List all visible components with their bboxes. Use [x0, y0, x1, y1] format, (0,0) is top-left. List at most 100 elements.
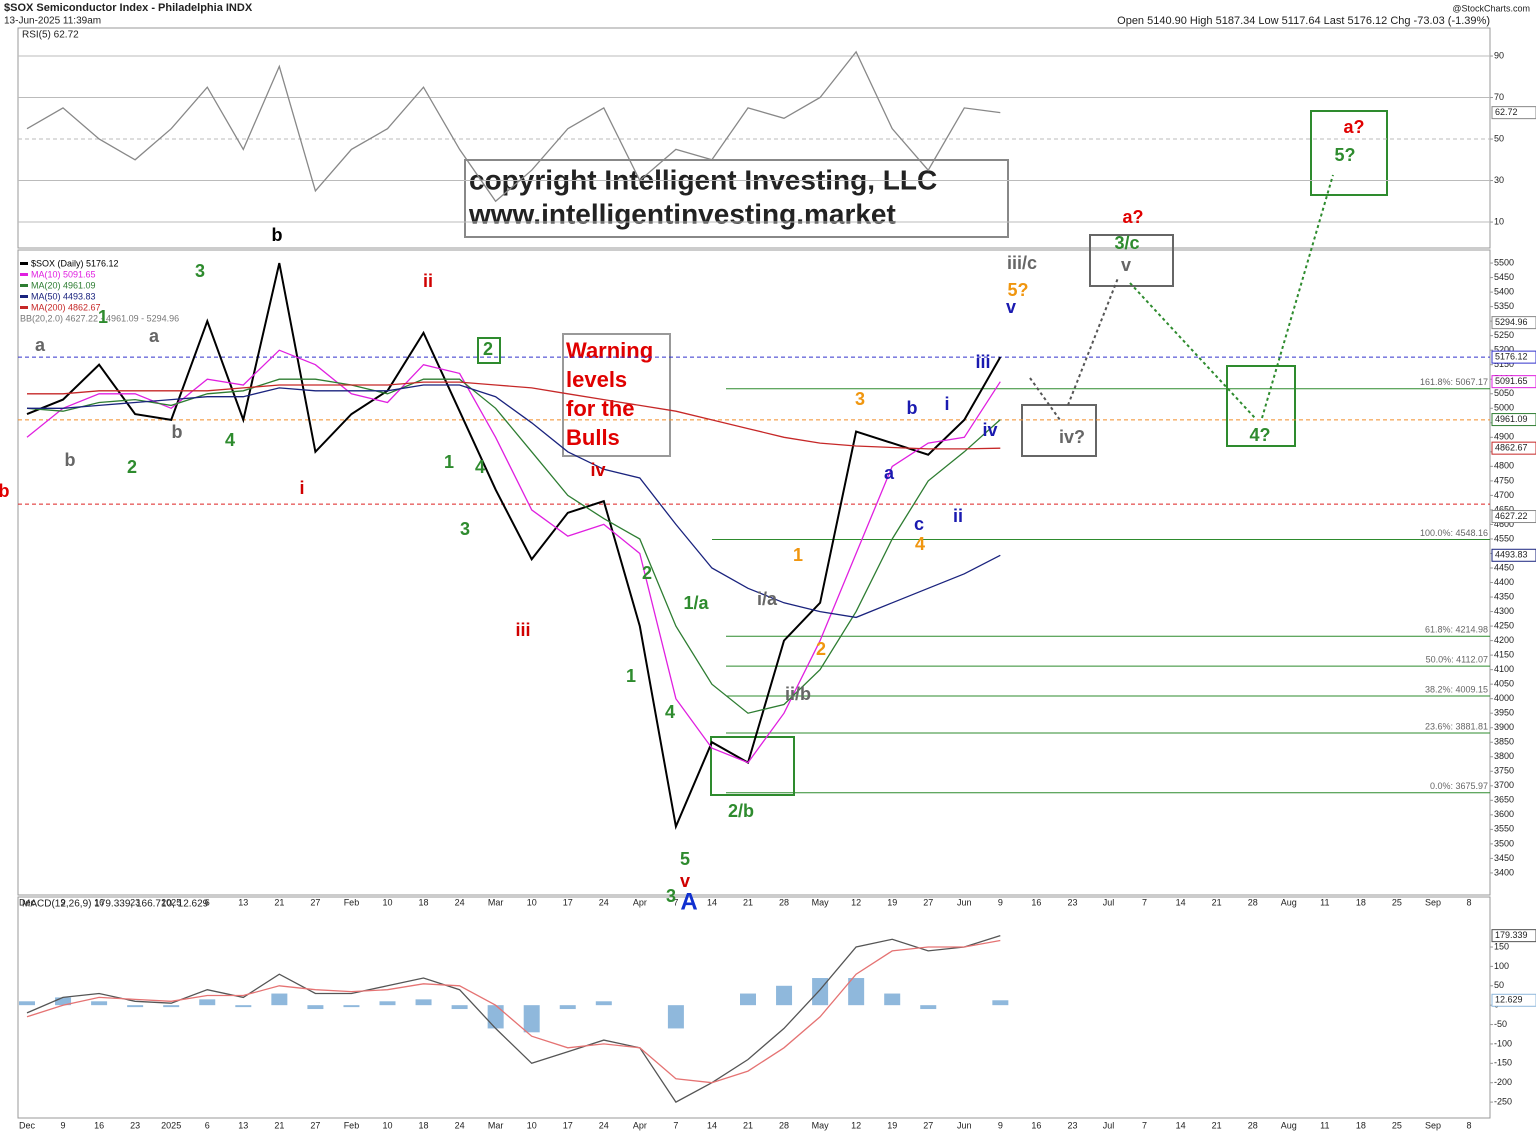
- y-tick-label: -250: [1494, 1096, 1512, 1106]
- histogram-bar: [776, 985, 793, 1006]
- wave-label: ii: [423, 271, 433, 291]
- wave-label: b: [172, 422, 183, 442]
- y-tick-label: 3400: [1494, 867, 1514, 877]
- x-tick-label: Jun: [957, 1120, 972, 1130]
- histogram-bar: [523, 1005, 540, 1033]
- legend-swatch: [20, 284, 28, 287]
- x-tick-label: 27: [310, 897, 320, 907]
- wave-label: i: [944, 394, 949, 414]
- wave-label: iv: [590, 460, 605, 480]
- price-tag-label: 4862.67: [1495, 443, 1528, 453]
- y-tick-label: -100: [1494, 1038, 1512, 1048]
- x-tick-label: 11: [1320, 897, 1329, 907]
- x-tick-label: 21: [743, 1120, 753, 1130]
- series-line: [26, 939, 1001, 1084]
- y-tick-label: 3500: [1494, 838, 1514, 848]
- x-tick-label: Jul: [1103, 1120, 1115, 1130]
- x-tick-label: May: [812, 1120, 830, 1130]
- y-tick-label: 4700: [1494, 490, 1514, 500]
- wave-label: 4?: [1249, 425, 1270, 445]
- price-tag-label: 12.629: [1495, 995, 1523, 1005]
- x-tick-label: 7: [1142, 897, 1147, 907]
- y-tick-label: 4150: [1494, 649, 1514, 659]
- source: @StockCharts.com: [1452, 3, 1530, 13]
- x-tick-label: 7: [1142, 1120, 1147, 1130]
- warning-box: [562, 333, 671, 457]
- y-tick-label: 4450: [1494, 562, 1514, 572]
- warning-text: Warning: [566, 338, 653, 363]
- histogram-bar: [127, 1005, 144, 1008]
- price-tag: [1491, 510, 1536, 524]
- price-tag: [1491, 375, 1536, 389]
- histogram-bar: [740, 993, 756, 1006]
- wave-label: 1: [98, 307, 108, 327]
- x-tick-label: 10: [382, 1120, 392, 1130]
- panel-frames: [17, 27, 1491, 1119]
- fib-label: 38.2%: 4009.15: [1425, 684, 1488, 694]
- y-tick-label: 4250: [1494, 620, 1514, 630]
- target-box: [1226, 365, 1296, 447]
- x-tick-label: 14: [1176, 897, 1186, 907]
- symbol: $SOX Semiconductor Index - Philadelphia …: [4, 2, 253, 14]
- x-tick-label: 17: [563, 897, 573, 907]
- x-tick-label: 10: [382, 897, 392, 907]
- wave-label: v: [1006, 297, 1016, 317]
- wave-label: i/a: [757, 589, 778, 609]
- price-tag-label: 5294.96: [1495, 317, 1528, 327]
- macd-frame: [17, 896, 1491, 1119]
- y-tick-label: 3900: [1494, 722, 1514, 732]
- histogram-bar: [451, 1005, 468, 1010]
- wave-label: v: [680, 871, 690, 891]
- y-tick-label: 4000: [1494, 693, 1514, 703]
- x-tick-label: Dec: [19, 897, 36, 907]
- y-tick-label: 4350: [1494, 591, 1514, 601]
- x-tick-label: 28: [1248, 897, 1258, 907]
- x-tick-label: 18: [419, 1120, 429, 1130]
- rsi-frame: [17, 27, 1491, 249]
- projection-arrow: [1129, 282, 1256, 419]
- y-tick-label: 4200: [1494, 635, 1514, 645]
- histogram-bar: [487, 1005, 504, 1029]
- y-tick-label: 3750: [1494, 766, 1514, 776]
- price-tag-label: 62.72: [1495, 107, 1518, 117]
- wave-label: iii/c: [1007, 253, 1037, 273]
- x-tick-label: 9: [61, 897, 66, 907]
- y-tick-label: 3950: [1494, 708, 1514, 718]
- wave-label: iii: [515, 620, 530, 640]
- y-tick-label: 3700: [1494, 780, 1514, 790]
- x-tick-label: 27: [923, 1120, 933, 1130]
- x-tick-label: 21: [743, 897, 753, 907]
- histogram-bar: [379, 1001, 396, 1006]
- series-line: [26, 349, 1001, 764]
- y-tick-label: 5350: [1494, 301, 1514, 311]
- x-tick-label: 21: [1212, 897, 1222, 907]
- legend-swatch: [20, 273, 28, 276]
- y-tick-label: 100: [1494, 961, 1509, 971]
- wave-label: a?: [1122, 207, 1143, 227]
- y-tick-label: 4900: [1494, 432, 1514, 442]
- x-tick-label: Mar: [488, 1120, 504, 1130]
- price-tag: [1491, 929, 1536, 943]
- wave-label: 2: [642, 563, 652, 583]
- wave-label: iv?: [1059, 427, 1085, 447]
- legend-entry: MA(10) 5091.65: [31, 269, 96, 279]
- wave-label: 2: [127, 457, 137, 477]
- quote: Open 5140.90 High 5187.34 Low 5117.64 La…: [1117, 15, 1490, 27]
- x-tick-label: Aug: [1281, 1120, 1297, 1130]
- x-tick-label: 12: [851, 897, 861, 907]
- wave-label: 4: [225, 430, 235, 450]
- wave-label: 5: [680, 849, 690, 869]
- wave-label: 3: [666, 886, 676, 906]
- x-tick-label: 18: [1356, 1120, 1366, 1130]
- wave-label: 3: [460, 519, 470, 539]
- wave-label: 3/c: [1114, 233, 1139, 253]
- x-tick-label: 6: [205, 897, 210, 907]
- fib-label: 0.0%: 3675.97: [1430, 781, 1488, 791]
- price-tag: [1491, 106, 1536, 120]
- series-line: [26, 378, 1001, 714]
- x-tick-label: 25: [1392, 1120, 1402, 1130]
- panel-legend: MACD(12,26,9) 179.339, 166.710, 12.629: [22, 899, 209, 910]
- x-tick-label: Jul: [1103, 897, 1115, 907]
- warning-text: for the: [566, 396, 634, 421]
- y-tick-label: 5000: [1494, 403, 1514, 413]
